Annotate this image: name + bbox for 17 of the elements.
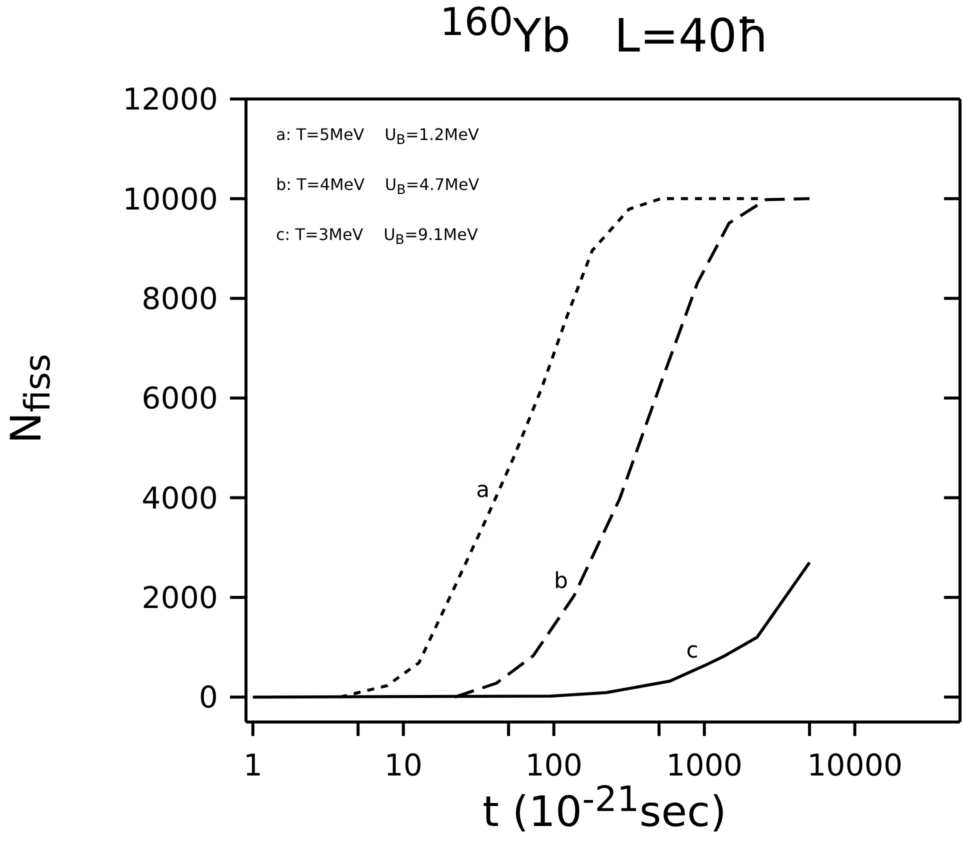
y-tick-label: 6000 [142, 382, 218, 417]
annotation: c [686, 638, 698, 664]
x-tick-label: 1 [243, 748, 262, 784]
y-tick-label: 8000 [142, 282, 218, 318]
y-tick-label: 12000 [122, 82, 218, 118]
y-tick-label: 0 [198, 680, 218, 716]
annotation: b: T=4MeV U$_{B}$=4.7MeV [276, 175, 480, 198]
y-tick-label: 2000 [142, 581, 218, 616]
y-tick-label: 4000 [142, 481, 218, 516]
x-tick-label: 10 [384, 748, 422, 784]
y-tick-label: 10000 [122, 182, 218, 218]
annotation: b [554, 568, 568, 594]
annotation: a [476, 478, 490, 504]
chart-title: $^{160}$Yb L=40ħ [438, 0, 770, 62]
annotation: c: T=3MeV U$_{B}$=9.1MeV [276, 225, 478, 248]
x-tick-label: 10000 [807, 748, 903, 784]
annotation: a: T=5MeV U$_{B}$=1.2MeV [276, 125, 479, 148]
